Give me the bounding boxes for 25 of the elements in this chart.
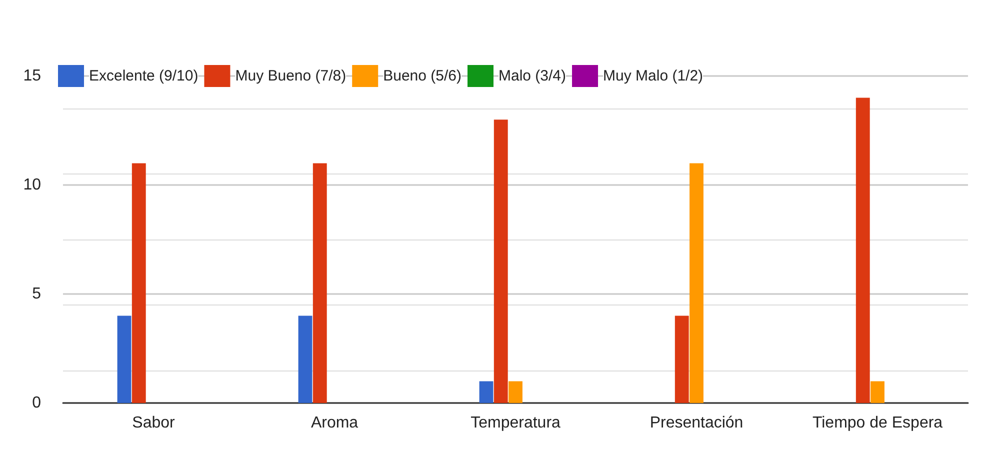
bar <box>298 316 312 403</box>
bar <box>117 316 132 403</box>
x-tick-label: Temperatura <box>470 414 561 432</box>
x-tick-label: Aroma <box>310 414 358 432</box>
bar <box>674 316 689 403</box>
legend-label: Malo (3/4) <box>498 68 566 84</box>
x-tick-label: Presentación <box>650 414 744 432</box>
y-tick-label: 5 <box>32 286 42 302</box>
bar <box>312 163 327 403</box>
x-tick-label: Tiempo de Espera <box>812 414 943 432</box>
legend-label: Muy Malo (1/2) <box>603 68 704 84</box>
bar <box>690 163 704 403</box>
y-tick-label: 0 <box>32 394 42 412</box>
legend-label: Bueno (5/6) <box>383 68 462 84</box>
bar <box>132 163 146 403</box>
bar <box>508 381 522 403</box>
legend-label: Muy Bueno (7/8) <box>235 68 346 84</box>
y-tick-label: 15 <box>23 68 42 84</box>
y-tick-label: 10 <box>23 176 42 194</box>
bar <box>870 381 884 403</box>
bar <box>479 381 494 403</box>
x-tick-label: Sabor <box>132 414 176 432</box>
bar <box>494 120 508 403</box>
legend-label: Excelente (9/10) <box>89 68 198 84</box>
bar <box>856 98 870 403</box>
